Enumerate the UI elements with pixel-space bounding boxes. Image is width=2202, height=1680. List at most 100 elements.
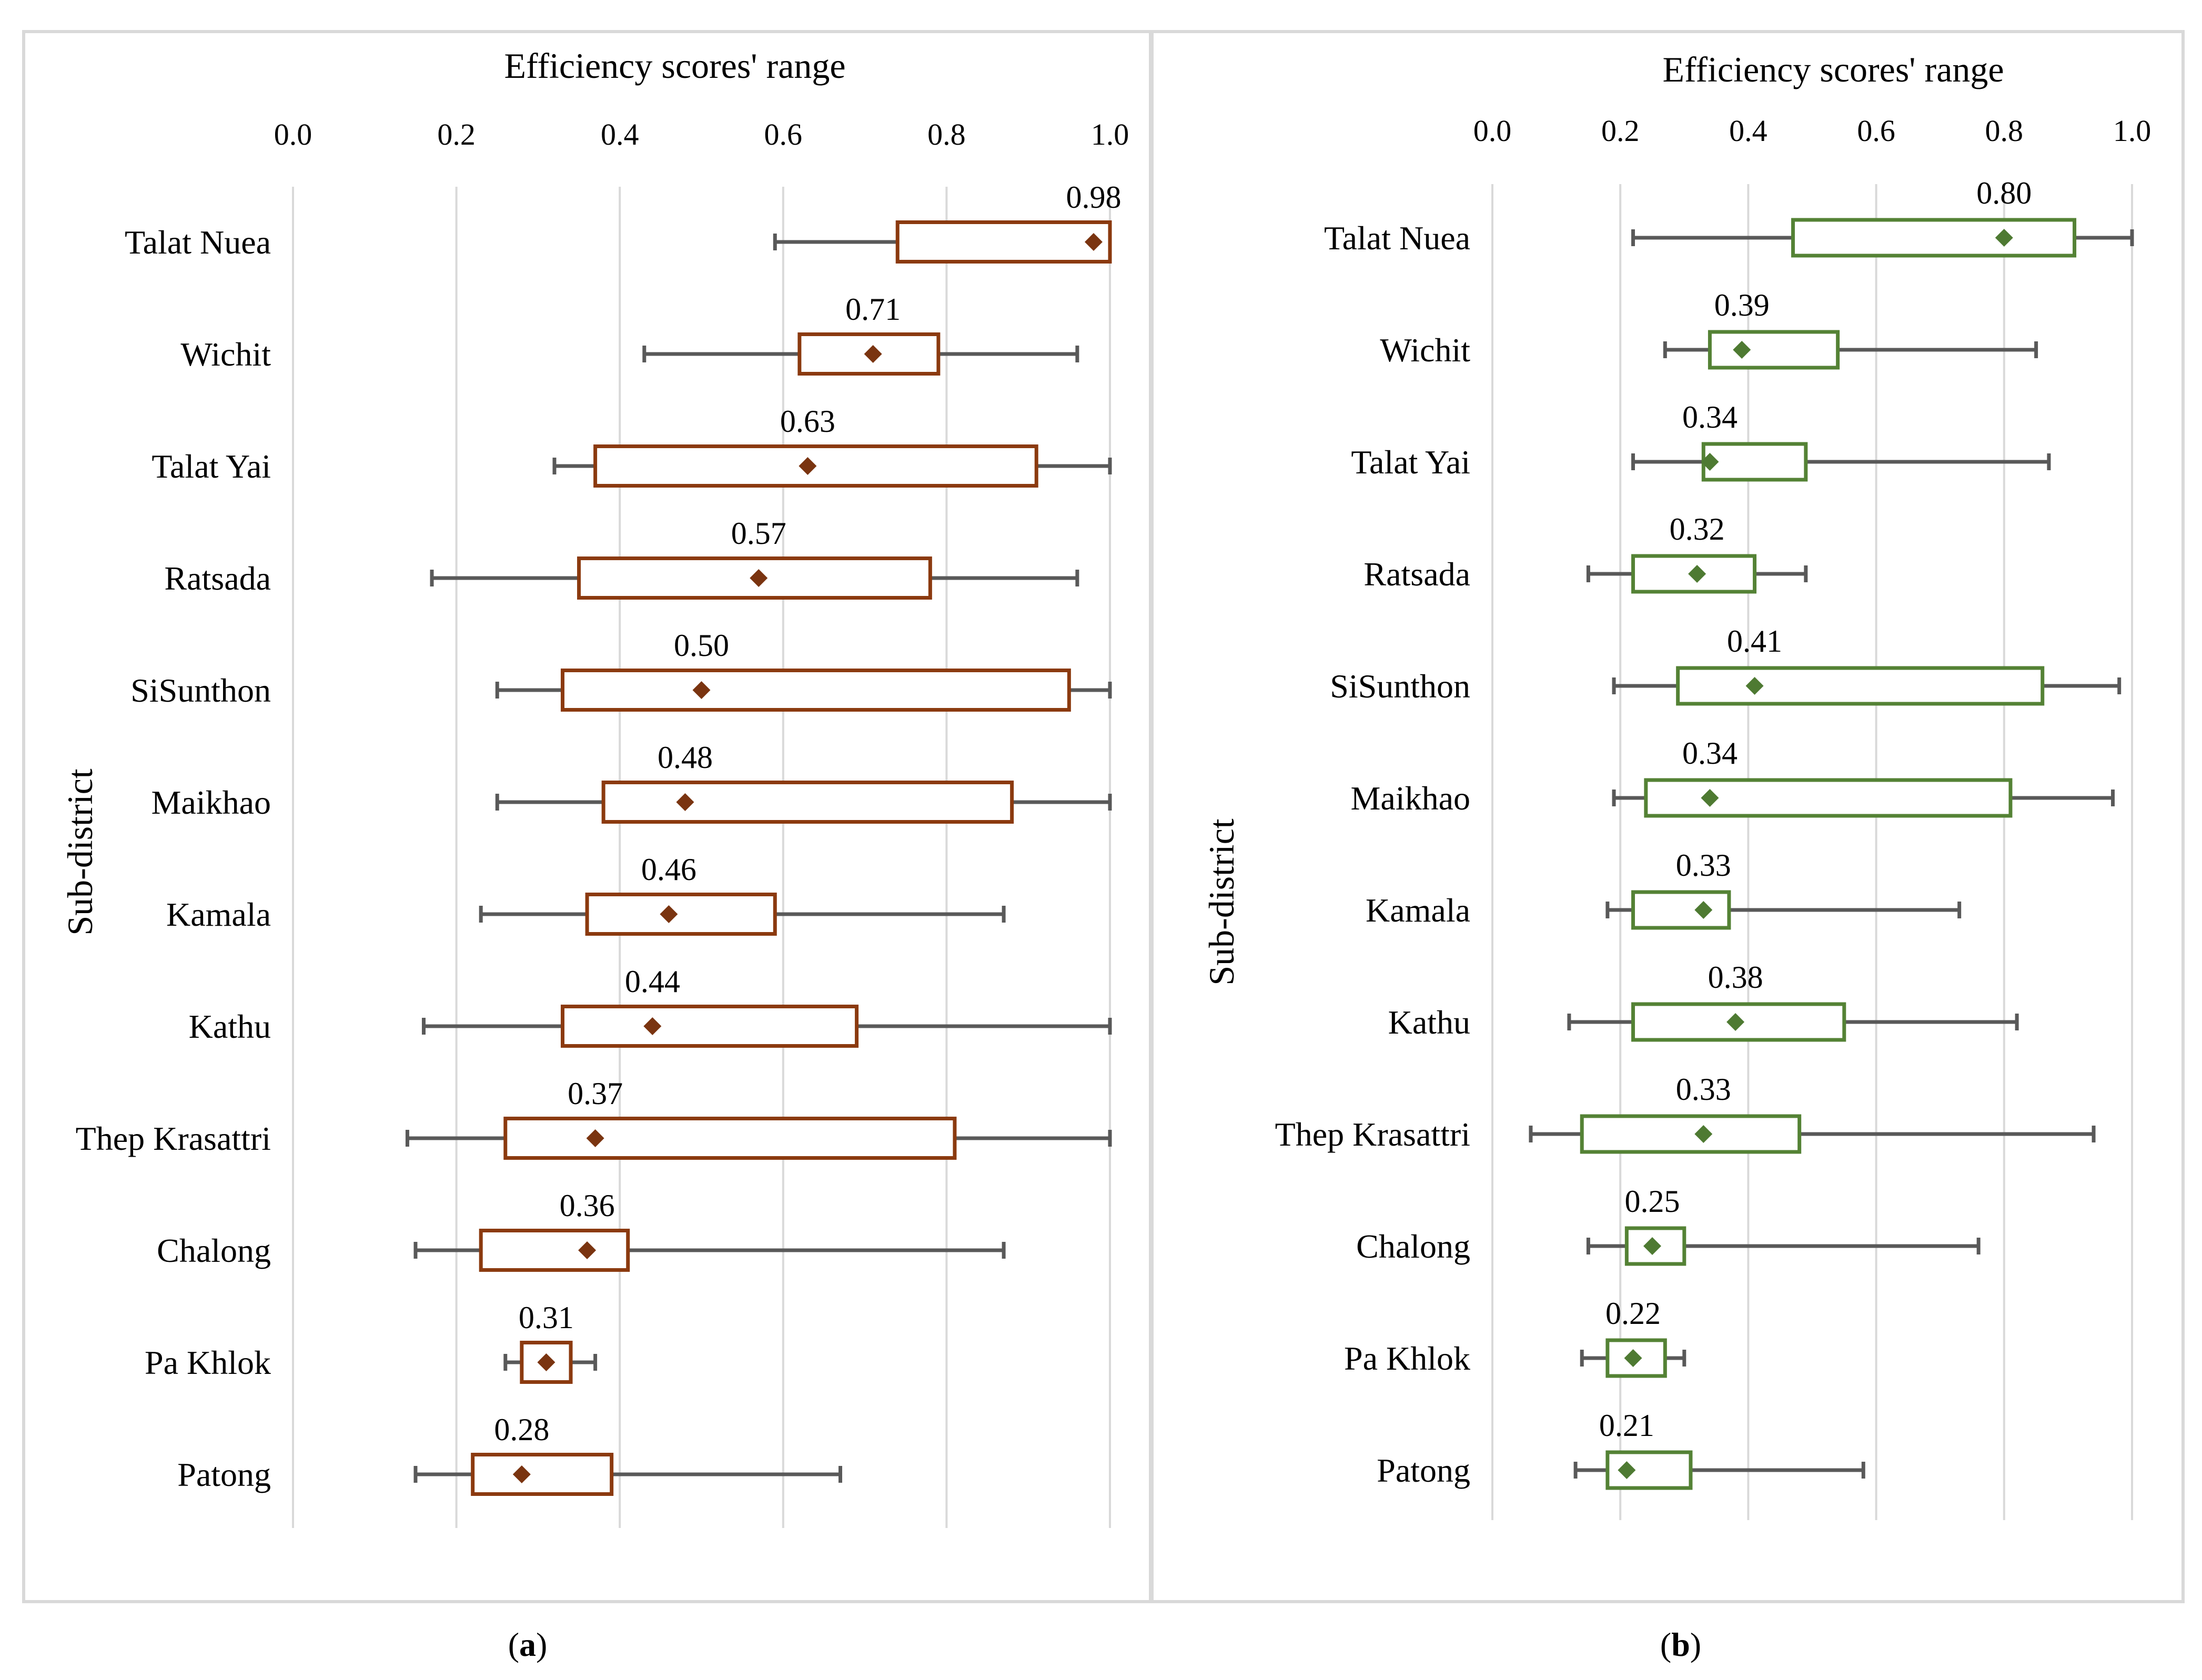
mean-marker-b-talat-nuea [1995, 229, 2013, 247]
mean-label-b-maikhao: 0.34 [1682, 736, 1738, 771]
caption-b-close: ) [1690, 1626, 1701, 1663]
mean-marker-b-sisunthon [1745, 677, 1764, 695]
x-tick-label-a-0: 0.0 [274, 117, 312, 151]
y-axis-label-a: Sub-district [60, 768, 100, 935]
x-tick-label-b-0: 0.0 [1473, 114, 1512, 148]
mean-label-a-kathu: 0.44 [625, 964, 680, 999]
category-label-a-sisunthon: SiSunthon [130, 672, 271, 709]
mean-label-a-wichit: 0.71 [845, 292, 901, 327]
box-b-thep-krasattri [1580, 1114, 1802, 1154]
box-b-talat-yai [1701, 442, 1808, 482]
mean-marker-b-kathu [1726, 1013, 1745, 1031]
box-b-sisunthon [1676, 666, 2045, 706]
x-tick-label-a-4: 0.8 [927, 117, 966, 151]
mean-marker-b-ratsada [1688, 565, 1706, 583]
box-a-thep-krasattri [503, 1117, 957, 1160]
mean-marker-a-talat-yai [799, 457, 817, 475]
category-label-a-talat-nuea: Talat Nuea [125, 224, 271, 261]
mean-label-a-thep-krasattri: 0.37 [568, 1076, 623, 1111]
category-label-a-ratsada: Ratsada [164, 560, 271, 597]
mean-label-b-pa-khlok: 0.22 [1605, 1296, 1661, 1331]
mean-marker-b-chalong [1643, 1237, 1661, 1255]
y-axis-label-b: Sub-district [1201, 818, 1241, 985]
mean-label-b-chalong: 0.25 [1625, 1184, 1680, 1219]
mean-label-b-kamala: 0.33 [1676, 848, 1731, 883]
category-label-a-patong: Patong [177, 1456, 271, 1493]
mean-marker-b-talat-yai [1701, 453, 1719, 471]
mean-marker-a-thep-krasattri [586, 1129, 604, 1147]
caption-a: (a) [508, 1626, 548, 1663]
mean-label-b-talat-yai: 0.34 [1682, 400, 1738, 434]
category-label-b-sisunthon: SiSunthon [1330, 667, 1470, 705]
category-label-a-kathu: Kathu [189, 1008, 271, 1045]
mean-label-b-talat-nuea: 0.80 [1976, 176, 2032, 210]
category-label-a-wichit: Wichit [180, 336, 271, 373]
mean-label-a-maikhao: 0.48 [658, 740, 713, 775]
category-label-b-chalong: Chalong [1356, 1228, 1470, 1265]
category-label-b-maikhao: Maikhao [1351, 780, 1471, 817]
box-a-patong [471, 1453, 614, 1496]
x-tick-label-a-2: 0.4 [601, 117, 639, 151]
chart-title-b: Efficiency scores' range [1662, 49, 2004, 89]
mean-label-a-patong: 0.28 [494, 1412, 549, 1447]
caption-a-open: ( [508, 1626, 519, 1663]
box-a-kathu [560, 1005, 859, 1048]
mean-marker-b-kamala [1694, 901, 1713, 919]
mean-marker-b-thep-krasattri [1694, 1125, 1713, 1143]
category-label-b-talat-nuea: Talat Nuea [1324, 219, 1470, 257]
mean-label-a-talat-yai: 0.63 [780, 404, 835, 439]
mean-label-b-ratsada: 0.32 [1670, 512, 1725, 546]
mean-label-b-sisunthon: 0.41 [1727, 624, 1782, 659]
mean-label-a-ratsada: 0.57 [731, 516, 786, 551]
caption-b-letter: b [1671, 1626, 1690, 1663]
mean-marker-a-ratsada [750, 569, 768, 587]
x-tick-label-a-3: 0.6 [764, 117, 803, 151]
mean-marker-b-wichit [1733, 341, 1751, 359]
category-label-a-maikhao: Maikhao [151, 784, 271, 821]
category-label-a-chalong: Chalong [157, 1232, 271, 1269]
caption-b: (b) [1660, 1626, 1701, 1663]
mean-label-b-patong: 0.21 [1599, 1408, 1654, 1443]
box-a-sisunthon [560, 669, 1071, 712]
caption-a-close: ) [536, 1626, 547, 1663]
panel-b-chart: Efficiency scores' range 0.0 0.2 0.4 0.6 0.8 1… [1201, 49, 2151, 1520]
category-label-b-kathu: Kathu [1388, 1004, 1470, 1041]
mean-marker-b-patong [1618, 1461, 1636, 1479]
panel-a-chart: Efficiency scores' range 0.0 0.2 0.4 0.6 0.8 1… [60, 46, 1129, 1528]
mean-marker-a-sisunthon [692, 681, 711, 699]
mean-label-b-thep-krasattri: 0.33 [1676, 1072, 1731, 1107]
category-label-a-talat-yai: Talat Yai [151, 448, 271, 485]
category-label-b-patong: Patong [1377, 1452, 1470, 1489]
chart-title-a: Efficiency scores' range [504, 46, 845, 86]
mean-marker-a-maikhao [676, 793, 694, 811]
x-tick-label-b-5: 1.0 [2113, 114, 2152, 148]
mean-marker-a-patong [512, 1465, 531, 1483]
mean-marker-b-maikhao [1701, 789, 1719, 807]
mean-marker-a-kathu [643, 1017, 662, 1035]
box-b-maikhao [1644, 778, 2013, 818]
box-b-kamala [1631, 890, 1731, 930]
mean-marker-a-wichit [864, 345, 882, 363]
box-b-pa-khlok [1605, 1338, 1667, 1378]
x-tick-label-b-3: 0.6 [1857, 114, 1895, 148]
x-tick-label-b-1: 0.2 [1601, 114, 1640, 148]
mean-marker-b-pa-khlok [1624, 1349, 1642, 1367]
mean-label-a-chalong: 0.36 [560, 1188, 615, 1223]
x-tick-label-a-1: 0.2 [437, 117, 476, 151]
mean-marker-a-chalong [578, 1241, 597, 1259]
caption-b-open: ( [1660, 1626, 1671, 1663]
mean-marker-a-kamala [660, 905, 678, 923]
mean-label-a-sisunthon: 0.50 [674, 628, 729, 663]
box-a-maikhao [601, 781, 1014, 824]
category-label-a-thep-krasattri: Thep Krasattri [76, 1120, 271, 1157]
category-label-b-ratsada: Ratsada [1363, 555, 1470, 593]
box-a-talat-nuea [895, 220, 1112, 264]
category-label-a-kamala: Kamala [166, 896, 271, 933]
box-a-kamala [585, 893, 777, 936]
mean-label-a-talat-nuea: 0.98 [1066, 180, 1121, 215]
x-tick-label-a-5: 1.0 [1091, 117, 1129, 151]
x-tick-label-b-4: 0.8 [1985, 114, 2024, 148]
box-a-wichit [797, 332, 941, 376]
mean-label-b-kathu: 0.38 [1708, 960, 1763, 995]
